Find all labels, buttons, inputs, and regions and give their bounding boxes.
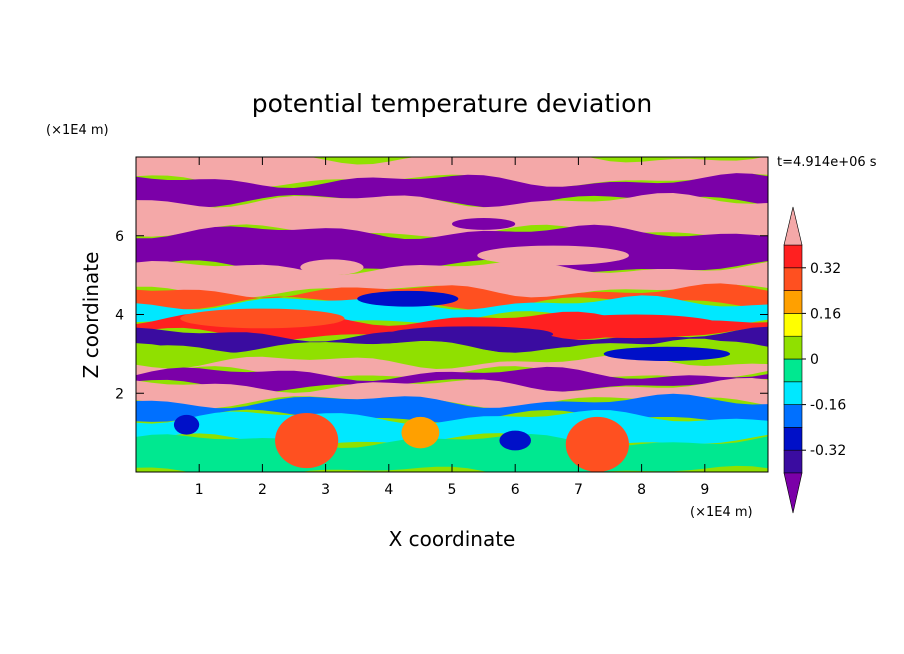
contour-feature <box>565 416 629 472</box>
contour-feature <box>180 308 345 329</box>
colorbar-tick-label: -0.16 <box>810 398 846 414</box>
colorbar-tick-label: 0 <box>810 352 819 368</box>
colorbar-segment <box>783 267 803 291</box>
chart-title: potential temperature deviation <box>252 89 652 118</box>
contour-feature <box>275 412 339 469</box>
y-tick-label: 2 <box>115 386 124 402</box>
contour-feature <box>300 259 364 276</box>
colorbar: -0.32 -0.16 0 0.16 0.32 <box>783 206 846 514</box>
colorbar-segment <box>783 244 803 269</box>
x-axis-label: X coordinate <box>389 527 516 551</box>
colorbar-segment <box>783 449 803 474</box>
x-tick-label: 3 <box>321 482 330 498</box>
y-axis-unit: (×1E4 m) <box>46 123 109 138</box>
x-axis: 1 2 3 4 5 6 7 8 9 <box>195 157 709 498</box>
contour-feature <box>401 416 440 449</box>
contour-band <box>136 366 768 393</box>
contour-feature <box>388 326 554 343</box>
colorbar-segment <box>783 290 803 314</box>
contour-band <box>136 261 768 299</box>
colorbar-segment <box>783 381 803 405</box>
x-tick-label: 6 <box>511 482 520 498</box>
colorbar-segment <box>783 313 803 337</box>
contour-band <box>136 173 768 208</box>
y-axis-label: Z coordinate <box>79 252 103 379</box>
colorbar-tick-label: 0.16 <box>810 306 841 322</box>
time-label: t=4.914e+06 s <box>777 155 877 170</box>
x-axis-unit: (×1E4 m) <box>690 505 753 520</box>
colorbar-extend-low <box>783 472 803 514</box>
contour-feature <box>546 314 724 339</box>
x-tick-label: 9 <box>700 482 709 498</box>
x-tick-label: 2 <box>258 482 267 498</box>
contour-band <box>136 378 768 409</box>
contour-feature <box>452 218 516 230</box>
colorbar-extend-high <box>783 206 803 246</box>
x-tick-label: 7 <box>574 482 583 498</box>
colorbar-segment <box>783 427 803 451</box>
contour-feature <box>603 346 731 361</box>
contour-band <box>136 157 768 188</box>
contour-feature <box>173 414 200 435</box>
y-tick-label: 6 <box>115 229 124 245</box>
x-tick-label: 8 <box>637 482 646 498</box>
colorbar-tick-label: 0.32 <box>810 261 841 277</box>
y-axis: 2 4 6 <box>115 229 768 402</box>
x-tick-label: 4 <box>384 482 393 498</box>
contour-field <box>136 157 768 472</box>
colorbar-tick-label: -0.32 <box>810 443 846 459</box>
contour-band <box>136 338 768 369</box>
colorbar-segment <box>783 404 803 428</box>
contour-feature <box>357 290 459 307</box>
colorbar-segment <box>783 358 803 383</box>
contour-feature <box>499 430 531 451</box>
x-tick-label: 5 <box>448 482 457 498</box>
x-tick-label: 1 <box>195 482 204 498</box>
y-tick-label: 4 <box>115 308 124 324</box>
contour-feature <box>477 245 629 266</box>
colorbar-segment <box>783 335 803 360</box>
